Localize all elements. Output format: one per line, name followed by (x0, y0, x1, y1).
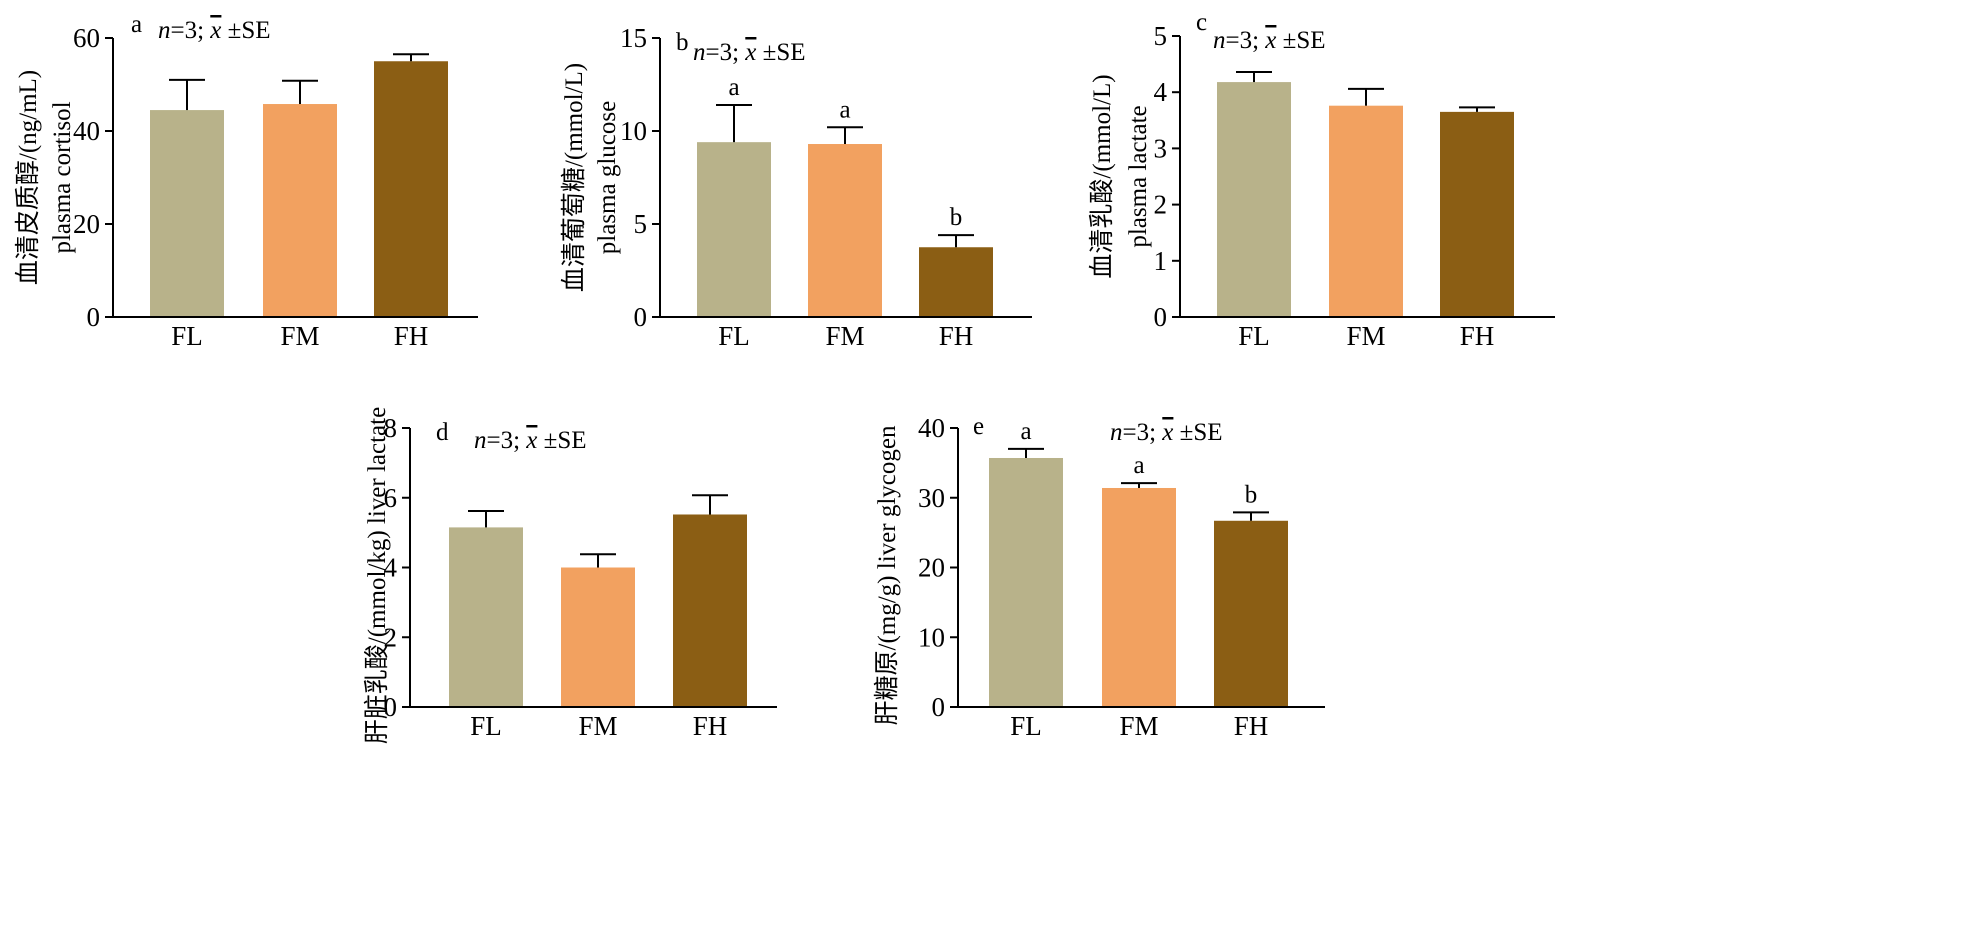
bar-fl (697, 142, 771, 317)
panel-letter: d (436, 419, 449, 446)
panel-d: FL FM FH 0 2 4 6 8 d n=3; x ±SE 肝脏乳酸/(mmol/kg) liv… (363, 407, 777, 744)
y-axis-title-cn: 血清乳酸/(mmol/L) (1088, 74, 1116, 278)
bar-fm (1329, 105, 1403, 317)
bar-fl (150, 110, 224, 317)
bar-fm (263, 104, 337, 317)
y-tick-label: 4 (1154, 77, 1168, 107)
category-label: FM (1346, 321, 1385, 351)
stat-note: n=3; x ±SE (1213, 27, 1326, 54)
bar-fh (1440, 111, 1514, 318)
category-label: FH (939, 321, 974, 351)
category-label: FH (1234, 711, 1269, 741)
category-label: FH (394, 321, 429, 351)
significance-letter: a (728, 74, 739, 101)
significance-letter: a (1133, 452, 1144, 479)
y-tick-label: 30 (918, 483, 945, 513)
bar-fl (1217, 82, 1291, 317)
panel-letter: b (676, 29, 689, 56)
category-label: FL (470, 711, 502, 741)
bar-fl (989, 457, 1063, 707)
stat-note: n=3; x ±SE (693, 39, 806, 66)
panel-a: FL FM FH 0 20 40 60 a n=3; x ±SE 血清皮质醇/(ng/mL) pla… (14, 11, 478, 351)
y-tick-label: 40 (918, 413, 945, 443)
y-axis-title-en: plasma lactate (1125, 105, 1152, 247)
y-tick-label: 6 (384, 483, 398, 513)
y-tick-label: 20 (73, 209, 100, 239)
y-tick-label: 10 (620, 116, 647, 146)
y-axis-title: 肝糖原/(mg/g) liver glycogen (873, 425, 901, 725)
panel-e: a FL a FM b FH 0 10 20 30 40 e n=3; x ±SE 肝糖原/(mg/g) … (873, 413, 1325, 741)
category-label: FL (1010, 711, 1042, 741)
y-tick-label: 4 (384, 553, 398, 583)
stat-note: n=3; x ±SE (158, 17, 271, 44)
y-axis-title: 肝脏乳酸/(mmol/kg) liver lactate (363, 407, 391, 744)
y-tick-label: 2 (384, 622, 398, 652)
bar-fm (561, 567, 635, 707)
y-tick-label: 5 (1154, 21, 1168, 51)
category-label: FM (825, 321, 864, 351)
panel-c: FL FM FH 0 1 2 3 4 5 cn=3; x ±SE 血清乳酸/(mmol/L) plas… (1088, 9, 1555, 351)
bar-fh (374, 61, 448, 317)
significance-letter: a (839, 96, 850, 123)
category-label: FM (280, 321, 319, 351)
bar-fl (449, 527, 523, 707)
panel-letter: c (1196, 9, 1207, 36)
y-tick-label: 40 (73, 116, 100, 146)
bar-fm (808, 144, 882, 317)
y-tick-label: 0 (932, 692, 946, 722)
category-label: FH (1460, 321, 1495, 351)
y-tick-label: 3 (1154, 133, 1168, 163)
y-tick-label: 60 (73, 23, 100, 53)
bar-fm (1102, 487, 1176, 707)
y-tick-label: 0 (634, 302, 648, 332)
y-tick-label: 5 (634, 209, 648, 239)
y-axis-title-cn: 血清葡萄糖/(mmol/L) (560, 63, 588, 292)
category-label: FL (718, 321, 750, 351)
y-axis-title-en: plasma cortisol (49, 101, 76, 253)
category-label: FM (1119, 711, 1158, 741)
category-label: FM (578, 711, 617, 741)
bar-fh (919, 247, 993, 317)
bar-fh (1214, 520, 1288, 707)
significance-letter: b (1245, 481, 1258, 508)
stat-note: n=3; x ±SE (474, 427, 587, 454)
category-label: FL (1238, 321, 1270, 351)
panel-letter: e (973, 413, 984, 440)
bar-fh (673, 514, 747, 707)
y-tick-label: 0 (1154, 302, 1168, 332)
y-tick-label: 1 (1154, 246, 1168, 276)
y-tick-label: 15 (620, 23, 647, 53)
stat-note: n=3; x ±SE (1110, 419, 1223, 446)
category-label: FL (171, 321, 203, 351)
y-tick-label: 0 (87, 302, 101, 332)
y-tick-label: 20 (918, 553, 945, 583)
y-axis-title-cn: 血清皮质醇/(ng/mL) (14, 70, 42, 285)
significance-letter: a (1020, 418, 1031, 445)
y-tick-label: 8 (384, 413, 398, 443)
panel-letter: a (131, 11, 142, 38)
y-tick-label: 2 (1154, 190, 1168, 220)
y-tick-label: 10 (918, 622, 945, 652)
category-label: FH (693, 711, 728, 741)
y-axis-title-en: plasma glucose (594, 101, 621, 254)
significance-letter: b (950, 204, 963, 231)
y-tick-label: 0 (384, 692, 398, 722)
